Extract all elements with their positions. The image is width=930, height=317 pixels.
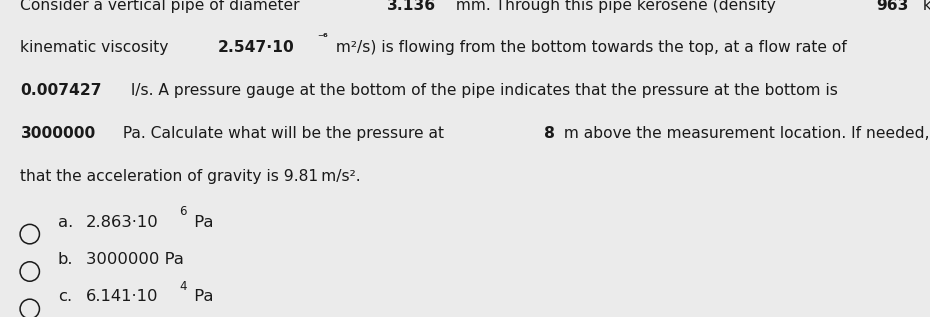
Text: m above the measurement location. If needed, use: m above the measurement location. If nee… [559, 126, 930, 141]
Text: 8: 8 [544, 126, 555, 141]
Text: b.: b. [58, 252, 73, 267]
Text: 3.136: 3.136 [388, 0, 436, 12]
Text: kinematic viscosity: kinematic viscosity [20, 40, 174, 55]
Text: 2.863·10: 2.863·10 [86, 215, 158, 230]
Text: 4: 4 [179, 280, 187, 293]
Text: 963: 963 [876, 0, 909, 12]
Text: 2.547·10: 2.547·10 [219, 40, 295, 55]
Text: 3000000 Pa: 3000000 Pa [86, 252, 183, 267]
Text: 0.007427: 0.007427 [20, 83, 102, 98]
Text: Pa: Pa [189, 215, 214, 230]
Text: mm. Through this pipe kerosene (density: mm. Through this pipe kerosene (density [451, 0, 780, 12]
Text: ⁻⁶: ⁻⁶ [317, 33, 328, 43]
Text: Pa. Calculate what will be the pressure at: Pa. Calculate what will be the pressure … [117, 126, 448, 141]
Text: l/s. A pressure gauge at the bottom of the pipe indicates that the pressure at t: l/s. A pressure gauge at the bottom of t… [126, 83, 838, 98]
Text: that the acceleration of gravity is 9.81 m/s².: that the acceleration of gravity is 9.81… [20, 169, 361, 184]
Text: Consider a vertical pipe of diameter: Consider a vertical pipe of diameter [20, 0, 305, 12]
Text: c.: c. [58, 289, 72, 304]
Text: kg/m³ and: kg/m³ and [918, 0, 930, 12]
Text: 6: 6 [179, 205, 187, 218]
Text: 6.141·10: 6.141·10 [86, 289, 158, 304]
Text: m²/s) is flowing from the bottom towards the top, at a flow rate of: m²/s) is flowing from the bottom towards… [331, 40, 847, 55]
Text: 3000000: 3000000 [20, 126, 96, 141]
Text: Pa: Pa [189, 289, 213, 304]
Text: a.: a. [58, 215, 73, 230]
